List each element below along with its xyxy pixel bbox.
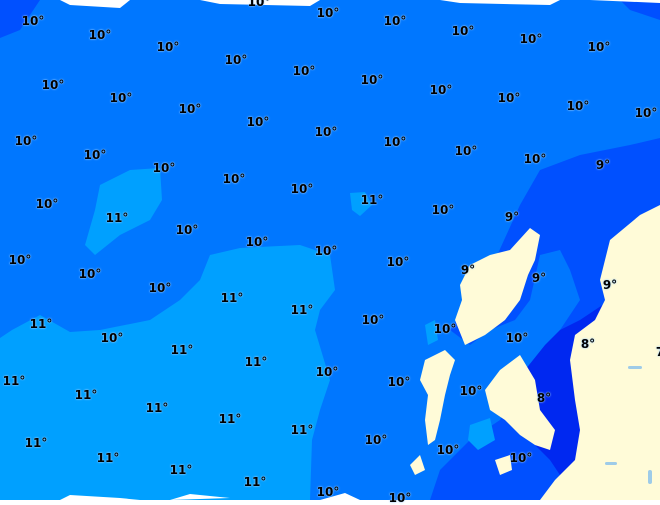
temperature-label: 10°	[451, 24, 475, 38]
temperature-label: 11°	[145, 401, 169, 415]
temperature-label: 11°	[220, 291, 244, 305]
temperature-label: 10°	[314, 125, 338, 139]
zone-11-patch-3	[468, 418, 495, 450]
temperature-label: 11°	[218, 412, 242, 426]
temperature-label: 10°	[224, 53, 248, 67]
temperature-label: 10°	[21, 14, 45, 28]
temperature-label: 9°	[504, 210, 520, 224]
temperature-label: 10°	[519, 32, 543, 46]
zone-9-northeast	[620, 0, 660, 20]
temperature-label: 10°	[364, 433, 388, 447]
temperature-label: 10°	[459, 384, 483, 398]
temperature-label: 10°	[148, 281, 172, 295]
temperature-label: 7	[656, 345, 660, 359]
temperature-label: 11°	[2, 374, 26, 388]
temperature-label: 8°	[580, 337, 596, 351]
temperature-label: 11°	[74, 388, 98, 402]
zone-11-patch-4	[425, 320, 438, 345]
zone-11-patch-2	[350, 192, 372, 216]
island-rum	[495, 455, 512, 475]
temperature-label: 10°	[246, 115, 270, 129]
temperature-label: 9°	[531, 271, 547, 285]
temperature-label: 11°	[24, 436, 48, 450]
temperature-label: 10°	[83, 148, 107, 162]
temperature-label: 10°	[35, 197, 59, 211]
temperature-label: 10°	[222, 172, 246, 186]
temperature-label: 11°	[290, 303, 314, 317]
temperature-label: 10°	[388, 491, 412, 505]
temperature-label: 9°	[602, 278, 618, 292]
temperature-label: 10°	[429, 83, 453, 97]
temperature-label: 11°	[105, 211, 129, 225]
temperature-label: 10°	[509, 451, 533, 465]
temperature-label: 11°	[290, 423, 314, 437]
zone-11-west	[0, 245, 335, 500]
temperature-label: 10°	[316, 485, 340, 499]
temperature-label: 10°	[505, 331, 529, 345]
temperature-label: 9°	[595, 158, 611, 172]
temperature-label: 11°	[169, 463, 193, 477]
temperature-label: 10°	[383, 135, 407, 149]
zone-9-northwest	[0, 0, 40, 38]
temperature-label: 10°	[290, 182, 314, 196]
temperature-label: 8°	[536, 391, 552, 405]
island-barra	[410, 455, 425, 475]
temperature-label: 11°	[243, 475, 267, 489]
temperature-label: 10°	[247, 0, 271, 9]
temperature-label: 10°	[433, 322, 457, 336]
temperature-label: 10°	[175, 223, 199, 237]
temperature-label: 10°	[78, 267, 102, 281]
temperature-label: 10°	[454, 144, 478, 158]
temperature-label: 10°	[634, 106, 658, 120]
temperature-label: 10°	[245, 235, 269, 249]
temperature-label: 10°	[361, 313, 385, 327]
temperature-label: 10°	[88, 28, 112, 42]
temperature-label: 10°	[292, 64, 316, 78]
temperature-label: 10°	[14, 134, 38, 148]
temperature-label: 10°	[100, 331, 124, 345]
mainland	[540, 205, 660, 500]
lakes	[605, 366, 652, 484]
temperature-label: 10°	[387, 375, 411, 389]
temperature-label: 10°	[8, 253, 32, 267]
island-uist	[420, 350, 455, 445]
temperature-label: 11°	[244, 355, 268, 369]
temperature-label: 10°	[152, 161, 176, 175]
temperature-label: 10°	[314, 244, 338, 258]
temperature-label: 10°	[156, 40, 180, 54]
temperature-label: 10°	[587, 40, 611, 54]
temperature-label: 11°	[29, 317, 53, 331]
island-skye	[485, 355, 555, 450]
zone-11-patch-1	[85, 168, 162, 255]
temperature-label: 10°	[523, 152, 547, 166]
temperature-label: 10°	[383, 14, 407, 28]
temperature-label: 10°	[497, 91, 521, 105]
temperature-label: 10°	[109, 91, 133, 105]
temperature-label: 10°	[436, 443, 460, 457]
no-data-edges	[60, 0, 660, 500]
temperature-label: 10°	[566, 99, 590, 113]
temperature-label: 10°	[178, 102, 202, 116]
temperature-label: 10°	[360, 73, 384, 87]
temperature-label: 10°	[316, 6, 340, 20]
temperature-label: 10°	[386, 255, 410, 269]
temperature-label: 10°	[41, 78, 65, 92]
temperature-label: 10°	[315, 365, 339, 379]
temperature-label: 11°	[170, 343, 194, 357]
temperature-label: 11°	[360, 193, 384, 207]
land	[410, 205, 660, 500]
island-lewis	[455, 228, 540, 345]
temperature-label: 11°	[96, 451, 120, 465]
temperature-label: 10°	[431, 203, 455, 217]
temperature-label: 9°	[460, 263, 476, 277]
